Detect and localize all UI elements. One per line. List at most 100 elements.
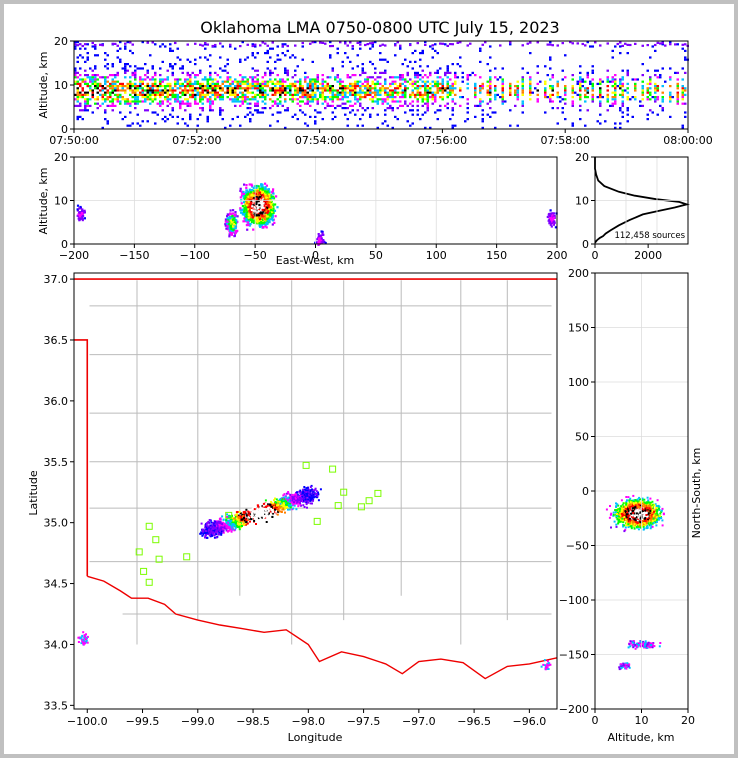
ew-source-cell	[245, 186, 248, 189]
ew-source-cell	[258, 205, 261, 208]
time-height-cell	[79, 93, 82, 96]
time-height-cell	[326, 104, 329, 107]
time-height-cell	[156, 87, 159, 90]
time-height-cell	[114, 42, 117, 45]
time-height-cell	[236, 82, 239, 85]
time-height-cell	[486, 85, 489, 88]
time-height-cell	[274, 67, 277, 70]
time-height-cell	[246, 56, 249, 59]
time-height-cell	[426, 104, 429, 107]
ew-source-cell	[269, 197, 272, 200]
ew-source-cell	[235, 220, 238, 223]
time-height-cell	[556, 85, 559, 88]
time-height-cell	[571, 104, 574, 107]
time-height-cell	[81, 118, 84, 121]
time-height-cell	[174, 82, 177, 85]
time-height-cell	[306, 93, 309, 96]
time-height-cell	[214, 43, 217, 47]
time-height-cell	[521, 85, 524, 88]
time-height-cell	[269, 47, 272, 50]
time-height-cell	[341, 107, 344, 110]
time-height-cell	[321, 78, 324, 81]
time-height-cell	[221, 98, 224, 101]
ew-source-cell	[251, 216, 254, 219]
time-height-cell	[606, 89, 609, 92]
time-height-cell	[221, 96, 224, 99]
time-height-cell	[586, 41, 589, 44]
time-height-cell	[134, 89, 137, 92]
time-height-cell	[501, 87, 504, 90]
time-height-cell	[654, 74, 657, 77]
time-height-cell	[94, 47, 97, 50]
time-height-cell	[434, 80, 437, 83]
ew-source-cell	[76, 214, 79, 217]
time-height-cell	[301, 96, 304, 99]
time-height-cell	[84, 43, 87, 46]
time-height-cell	[421, 96, 424, 99]
time-height-cell	[304, 113, 307, 116]
time-height-cell	[211, 91, 214, 94]
time-height-cell	[341, 85, 344, 88]
time-height-cell	[564, 102, 567, 105]
time-height-cell	[451, 124, 454, 127]
time-height-cell	[359, 91, 362, 94]
time-height-cell	[84, 93, 87, 96]
time-height-cell	[196, 102, 199, 105]
time-height-cell	[416, 91, 419, 94]
time-height-cell	[74, 47, 77, 50]
time-height-cell	[254, 98, 257, 101]
time-height-cell	[479, 98, 482, 101]
ew-source-cell	[261, 197, 264, 200]
ew-source-cell	[250, 199, 253, 203]
time-height-cell	[249, 76, 252, 79]
time-height-cell	[289, 98, 292, 101]
time-height-cell	[359, 87, 362, 90]
time-height-cell	[384, 44, 387, 47]
time-height-cell	[404, 100, 407, 103]
time-height-cell	[104, 93, 107, 96]
time-height-cell	[124, 67, 127, 70]
time-height-cell	[359, 118, 362, 121]
time-height-cell	[621, 89, 624, 92]
time-height-cell	[466, 98, 469, 101]
time-height-cell	[121, 98, 124, 101]
time-height-cell	[111, 89, 114, 92]
time-height-cell	[99, 87, 102, 90]
time-height-cell	[681, 78, 684, 81]
time-height-cell	[349, 93, 352, 96]
time-height-cell	[614, 98, 617, 101]
time-height-cell	[481, 118, 484, 121]
time-height-cell	[281, 78, 284, 81]
time-height-cell	[219, 67, 222, 70]
time-height-cell	[614, 82, 617, 85]
time-height-cell	[119, 102, 122, 105]
ew-source-cell	[265, 190, 268, 193]
time-height-cell	[251, 113, 254, 116]
time-height-cell	[181, 89, 184, 92]
ew-source-cell	[233, 221, 236, 224]
time-height-cell	[649, 78, 652, 81]
time-height-cell	[261, 107, 264, 110]
time-height-cell	[379, 89, 382, 92]
time-height-cell	[76, 76, 79, 79]
time-height-cell	[134, 107, 137, 110]
time-height-cell	[226, 63, 229, 66]
time-height-cell	[194, 63, 197, 66]
time-height-cell	[616, 85, 619, 88]
time-height-cell	[426, 65, 429, 68]
ew-source-cell	[81, 212, 84, 215]
time-height-cell	[181, 85, 184, 88]
time-height-cell	[244, 89, 247, 92]
time-height-cell	[441, 98, 444, 101]
time-height-cell	[414, 87, 417, 90]
time-height-cell	[529, 89, 532, 92]
ew-source-cell	[271, 196, 274, 200]
time-height-cell	[606, 69, 609, 72]
time-height-cell	[411, 67, 414, 70]
time-height-cell	[141, 91, 144, 94]
time-height-cell	[226, 78, 229, 81]
ew-source-cell	[245, 206, 248, 209]
time-height-cell	[444, 43, 447, 46]
time-height-cell	[601, 96, 604, 99]
time-height-cell	[579, 85, 582, 88]
